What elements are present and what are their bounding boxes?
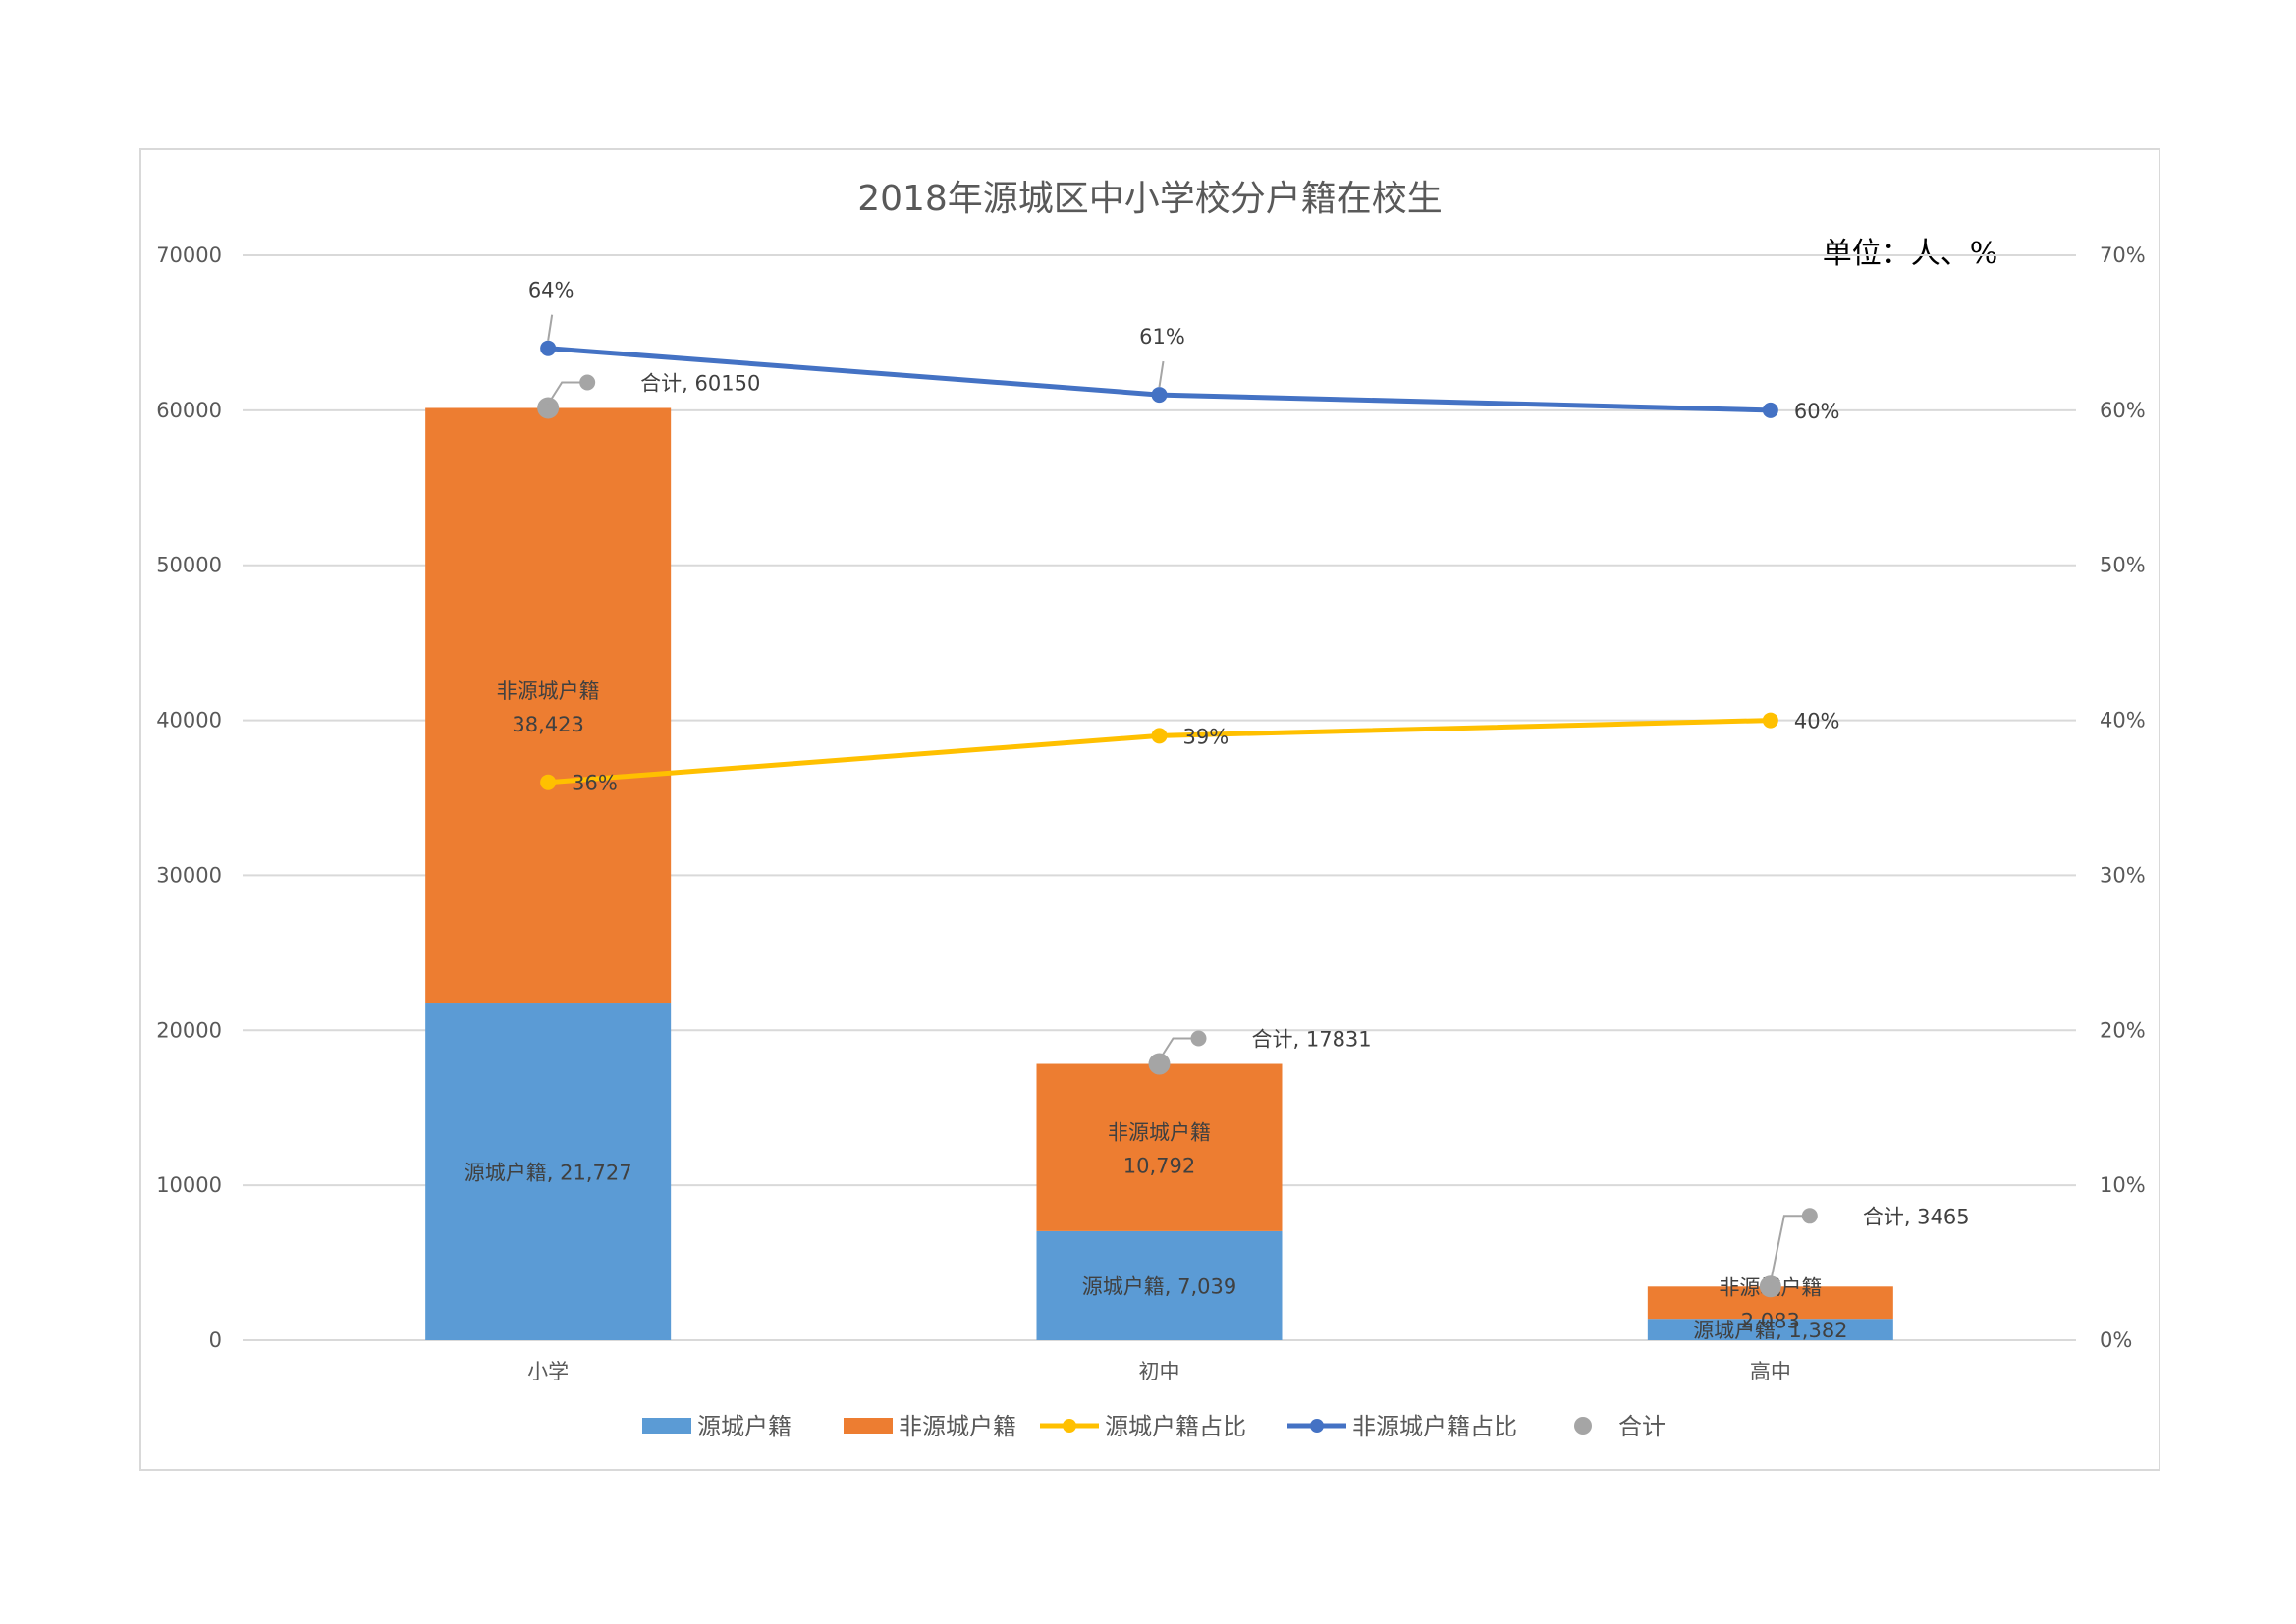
legend-swatch-point	[1063, 1419, 1076, 1433]
y-right-tick-label: 70%	[2100, 244, 2146, 267]
legend-swatch	[844, 1418, 893, 1434]
label-leader	[1158, 1037, 1199, 1061]
bar-data-label: 源城户籍, 1,382	[1693, 1319, 1847, 1342]
label-leader	[547, 314, 554, 341]
y-right-tick-label: 50%	[2100, 554, 2146, 577]
total-point	[1759, 1275, 1781, 1298]
y-left-tick-label: 60000	[156, 399, 222, 422]
line-point	[540, 774, 557, 790]
y-left-tick-label: 30000	[156, 863, 222, 887]
y-right-tick-label: 40%	[2100, 709, 2146, 732]
x-tick-label: 初中	[1139, 1360, 1180, 1383]
y-right-tick-label: 20%	[2100, 1018, 2146, 1042]
line-data-label: 39%	[1183, 725, 1230, 748]
y-right-tick-label: 60%	[2100, 399, 2146, 422]
line-point	[540, 340, 557, 356]
bar-data-label: 源城户籍, 7,039	[1082, 1274, 1236, 1298]
bar-data-label-value: 10,792	[1123, 1155, 1195, 1178]
line-point	[1762, 402, 1778, 418]
bar-data-label: 非源城户籍	[497, 679, 600, 703]
total-label-marker	[1801, 1208, 1818, 1224]
x-tick-label: 高中	[1750, 1360, 1791, 1383]
legend-swatch-point	[1310, 1419, 1324, 1433]
legend-label: 源城户籍占比	[1105, 1413, 1246, 1440]
label-leader	[1769, 1215, 1810, 1283]
bar-data-label-value: 2,083	[1741, 1310, 1800, 1333]
legend-swatch	[1574, 1417, 1592, 1435]
unit-note: 单位：人、%	[1823, 237, 1998, 271]
bar-nonlocal	[425, 407, 672, 1004]
y-right-tick-label: 10%	[2100, 1173, 2146, 1197]
line-data-label: 36%	[572, 772, 618, 795]
line-data-label: 61%	[1139, 325, 1185, 349]
total-data-label: 合计, 3465	[1863, 1205, 1970, 1228]
bar-data-label: 非源城户籍	[1108, 1121, 1211, 1145]
total-data-label: 合计, 60150	[640, 371, 760, 395]
line-data-label: 64%	[528, 279, 574, 302]
x-tick-label: 小学	[527, 1360, 569, 1383]
legend-label: 非源城户籍	[899, 1413, 1016, 1440]
total-label-marker	[1190, 1030, 1207, 1047]
bar-local	[1036, 1230, 1283, 1340]
legend-swatch	[642, 1418, 691, 1434]
bar-local	[1647, 1319, 1893, 1340]
line-data-label: 60%	[1794, 400, 1840, 423]
chart-frame: 2018年源城区中小学校分户籍在校生单位：人、% 0 10000 20000 30000…	[139, 148, 2160, 1471]
line-point	[1151, 728, 1168, 744]
label-leader	[547, 381, 588, 406]
total-label-marker	[579, 374, 596, 391]
chart-title: 2018年源城区中小学校分户籍在校生	[857, 179, 1443, 219]
legend-label: 非源城户籍占比	[1352, 1413, 1517, 1440]
bar-local	[425, 1003, 672, 1340]
label-leader	[1158, 360, 1165, 388]
legend-label: 合计	[1618, 1413, 1666, 1440]
line-point	[1762, 712, 1778, 729]
y-right-tick-label: 30%	[2100, 863, 2146, 887]
legend-label: 源城户籍	[697, 1413, 792, 1440]
line-data-label: 40%	[1794, 710, 1840, 733]
bar-nonlocal	[1036, 1063, 1283, 1231]
y-left-tick-label: 70000	[156, 244, 222, 267]
bar-data-label-value: 38,423	[512, 713, 583, 736]
y-left-tick-label: 20000	[156, 1018, 222, 1042]
y-left-tick-label: 40000	[156, 709, 222, 732]
bar-data-label: 源城户籍, 21,727	[465, 1162, 632, 1185]
y-left-tick-label: 0	[209, 1328, 222, 1352]
y-left-tick-label: 50000	[156, 554, 222, 577]
line-point	[1151, 387, 1168, 404]
total-point	[1148, 1053, 1171, 1075]
y-right-tick-label: 0%	[2100, 1328, 2132, 1352]
total-point	[537, 397, 560, 419]
total-data-label: 合计, 17831	[1252, 1028, 1372, 1052]
y-left-tick-label: 10000	[156, 1173, 222, 1197]
